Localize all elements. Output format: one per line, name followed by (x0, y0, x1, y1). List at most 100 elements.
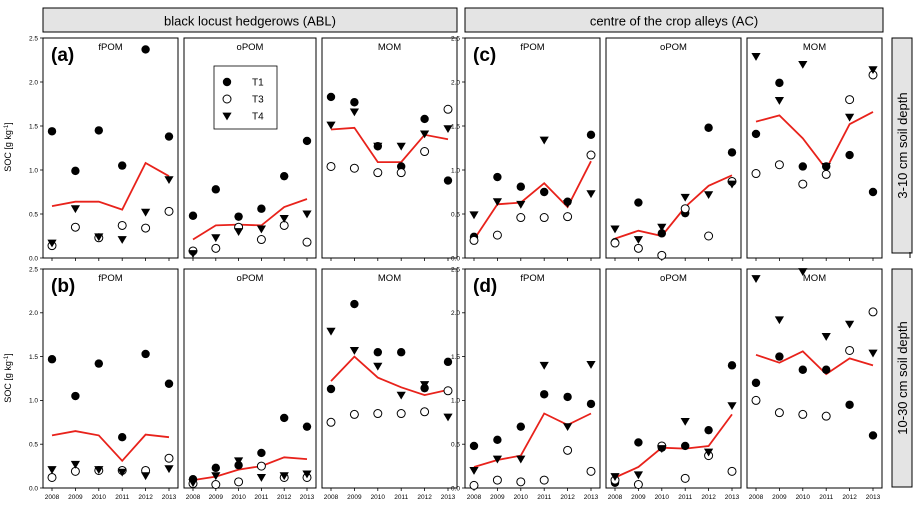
panel-c-mom: MOM (746, 37, 883, 261)
row-label-top-text: 3-10 cm soil depth (895, 92, 910, 198)
panel-frame (464, 37, 601, 259)
point-t1 (563, 392, 572, 402)
mean-line (614, 174, 733, 240)
point-t3 (539, 213, 549, 223)
legend-marker-t1 (222, 77, 232, 87)
panel-c-opom: oPOM (605, 37, 742, 261)
point-t1 (751, 129, 761, 139)
point-t4 (349, 108, 359, 117)
panel-a-mom: MOM (321, 37, 458, 261)
panel-letter: (c) (473, 45, 496, 66)
x-tick-label: 2012 (701, 494, 716, 501)
y-axis-title-bottom: SOC [g kg-1] (3, 353, 13, 402)
point-t1 (397, 348, 406, 357)
point-t3 (234, 477, 244, 487)
point-t4 (845, 113, 855, 122)
point-t4 (373, 142, 383, 151)
point-t3 (633, 243, 643, 253)
x-tick-label: 2013 (441, 494, 456, 501)
point-t1 (540, 390, 549, 399)
y-tick-label: 0.0 (29, 255, 38, 262)
point-t3 (586, 150, 596, 160)
point-t3 (492, 230, 502, 240)
point-t3 (164, 453, 174, 463)
point-t3 (821, 169, 831, 179)
point-t3 (680, 473, 690, 483)
point-t1 (280, 171, 289, 181)
point-t3 (492, 475, 502, 485)
point-t4 (492, 198, 502, 207)
point-t1 (443, 176, 453, 185)
panel-title: fPOM (520, 273, 544, 284)
x-tick-label: 2009 (347, 494, 362, 501)
panel-frame (746, 268, 883, 489)
x-tick-label: 2011 (394, 494, 408, 501)
point-t4 (704, 448, 714, 457)
point-t4 (326, 327, 336, 336)
y-axis-title-top-main: SOC [g kg (3, 130, 13, 172)
point-t4 (443, 413, 453, 422)
mean-line (330, 355, 449, 397)
x-tick-label: 2008 (608, 494, 623, 501)
panel-d-fpom: fPOM (d) 0.0 0.5 1.0 1.5 2.0 2.5 2008 2009 2010 201… (451, 266, 601, 501)
panel-title: oPOM (237, 273, 264, 284)
legend-marker-t4 (222, 112, 232, 121)
x-tick-label: 2011 (537, 494, 551, 501)
point-t1 (704, 425, 713, 435)
panel-title: oPOM (660, 42, 687, 53)
point-t4 (396, 142, 406, 151)
y-axis-title-bottom-end: ] (3, 353, 13, 356)
y-axis-title-top-sup: -1 (4, 124, 10, 130)
point-t3 (845, 345, 855, 355)
panel-title: fPOM (98, 42, 122, 53)
point-t4 (586, 361, 596, 369)
point-t1 (326, 384, 336, 394)
x-tick-label: 2013 (162, 494, 177, 501)
point-t1 (302, 422, 312, 431)
panel-c-fpom: fPOM (c) 0.0 0.5 1.0 1.5 2.0 2.5 (451, 35, 601, 262)
mean-line (755, 350, 874, 376)
point-t3 (516, 477, 526, 487)
point-t4 (492, 455, 502, 464)
point-t1 (798, 162, 807, 171)
point-t4 (211, 472, 221, 481)
point-t3 (373, 168, 383, 178)
row-label-bottom: 10-30 cm soil depth (891, 268, 913, 488)
y-tick-label: 2.5 (29, 266, 38, 273)
point-t4 (211, 234, 221, 243)
y-axis-title-bottom-sup: -1 (4, 355, 10, 361)
x-tick-label: 2012 (277, 494, 292, 501)
x-tick-label: 2008 (749, 494, 764, 501)
point-t4 (821, 333, 831, 341)
x-tick-label: 2012 (560, 494, 575, 501)
y-tick-label: 1.0 (451, 398, 460, 405)
point-t4 (420, 381, 430, 390)
panel-a-fpom: fPOM (a) 0.0 0.5 1.0 1.5 2.0 2.5 (29, 35, 179, 262)
point-t1 (71, 391, 80, 401)
header-right: centre of the crop alleys (AC) (464, 7, 884, 33)
point-t1 (540, 187, 549, 197)
x-tick-label: 2010 (796, 494, 811, 501)
point-t3 (443, 386, 453, 396)
point-t4 (94, 466, 104, 474)
point-t3 (868, 307, 878, 317)
point-t1 (822, 365, 831, 374)
point-t3 (302, 237, 312, 247)
panel-letter: (a) (51, 45, 74, 66)
point-t1 (727, 148, 737, 157)
panel-frame (42, 37, 179, 259)
y-axis-title-top-end: ] (3, 122, 13, 125)
y-tick-label: 0.0 (451, 485, 460, 492)
point-t1 (775, 352, 784, 361)
point-t4 (657, 223, 667, 232)
point-t4 (70, 460, 80, 469)
mean-line (755, 111, 874, 171)
point-t1 (141, 45, 150, 54)
point-t1 (845, 150, 854, 160)
point-t3 (420, 147, 430, 157)
x-tick-label: 2010 (514, 494, 529, 501)
mean-line (473, 160, 592, 240)
y-tick-label: 2.0 (29, 310, 38, 317)
point-t4 (704, 191, 714, 200)
